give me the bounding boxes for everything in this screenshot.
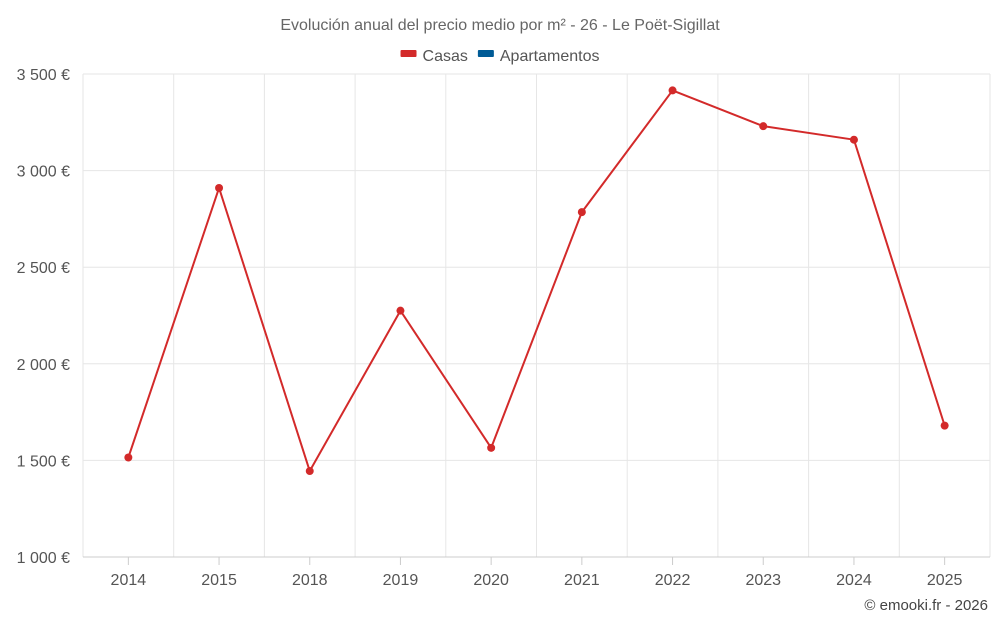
- legend-label: Apartamentos: [500, 48, 600, 65]
- chart-title: Evolución anual del precio medio por m² …: [280, 17, 720, 34]
- y-tick-label: 1 500 €: [17, 453, 70, 470]
- data-point-2014[interactable]: [124, 453, 133, 462]
- legend-swatch: [400, 50, 417, 57]
- data-point-2018[interactable]: [305, 467, 314, 476]
- x-tick-label: 2025: [927, 572, 963, 589]
- y-tick-label: 3 500 €: [17, 67, 70, 84]
- y-tick-label: 2 500 €: [17, 260, 70, 277]
- data-point-2019[interactable]: [396, 306, 405, 315]
- legend: Casas Apartamentos: [400, 48, 600, 65]
- x-tick-label: 2023: [745, 572, 781, 589]
- data-point-2015[interactable]: [215, 183, 224, 192]
- series-line-casas: [127, 89, 946, 473]
- legend-item-casas[interactable]: Casas: [400, 48, 468, 65]
- x-axis-ticks: 2014 2015 2018 2019 2020 2021 2022 2023 2024 2025: [111, 557, 963, 589]
- data-point-2022[interactable]: [668, 86, 677, 95]
- data-point-2023[interactable]: [759, 122, 768, 131]
- y-tick-label: 3 000 €: [17, 164, 70, 181]
- x-tick-label: 2018: [292, 572, 328, 589]
- data-point-2020[interactable]: [487, 443, 496, 452]
- data-point-2024[interactable]: [849, 135, 858, 144]
- x-tick-label: 2019: [383, 572, 419, 589]
- y-tick-label: 2 000 €: [17, 357, 70, 374]
- y-tick-label: 1 000 €: [17, 550, 70, 567]
- legend-label: Casas: [423, 48, 468, 65]
- x-tick-label: 2021: [564, 572, 600, 589]
- grid-lines: [82, 73, 991, 558]
- x-tick-label: 2014: [111, 572, 147, 589]
- legend-item-apartamentos[interactable]: Apartamentos: [477, 48, 600, 65]
- legend-swatch: [477, 50, 494, 57]
- x-tick-label: 2015: [201, 572, 237, 589]
- data-point-2025[interactable]: [940, 421, 949, 430]
- y-axis-ticks: 1 000 € 1 500 € 2 000 € 2 500 € 3 000 € 3 500…: [17, 67, 70, 567]
- data-point-2021[interactable]: [577, 208, 586, 217]
- x-tick-label: 2024: [836, 572, 872, 589]
- x-tick-label: 2022: [655, 572, 691, 589]
- x-tick-label: 2020: [473, 572, 509, 589]
- credit-text: © emooki.fr - 2026: [864, 597, 988, 614]
- series-layer: [124, 86, 949, 476]
